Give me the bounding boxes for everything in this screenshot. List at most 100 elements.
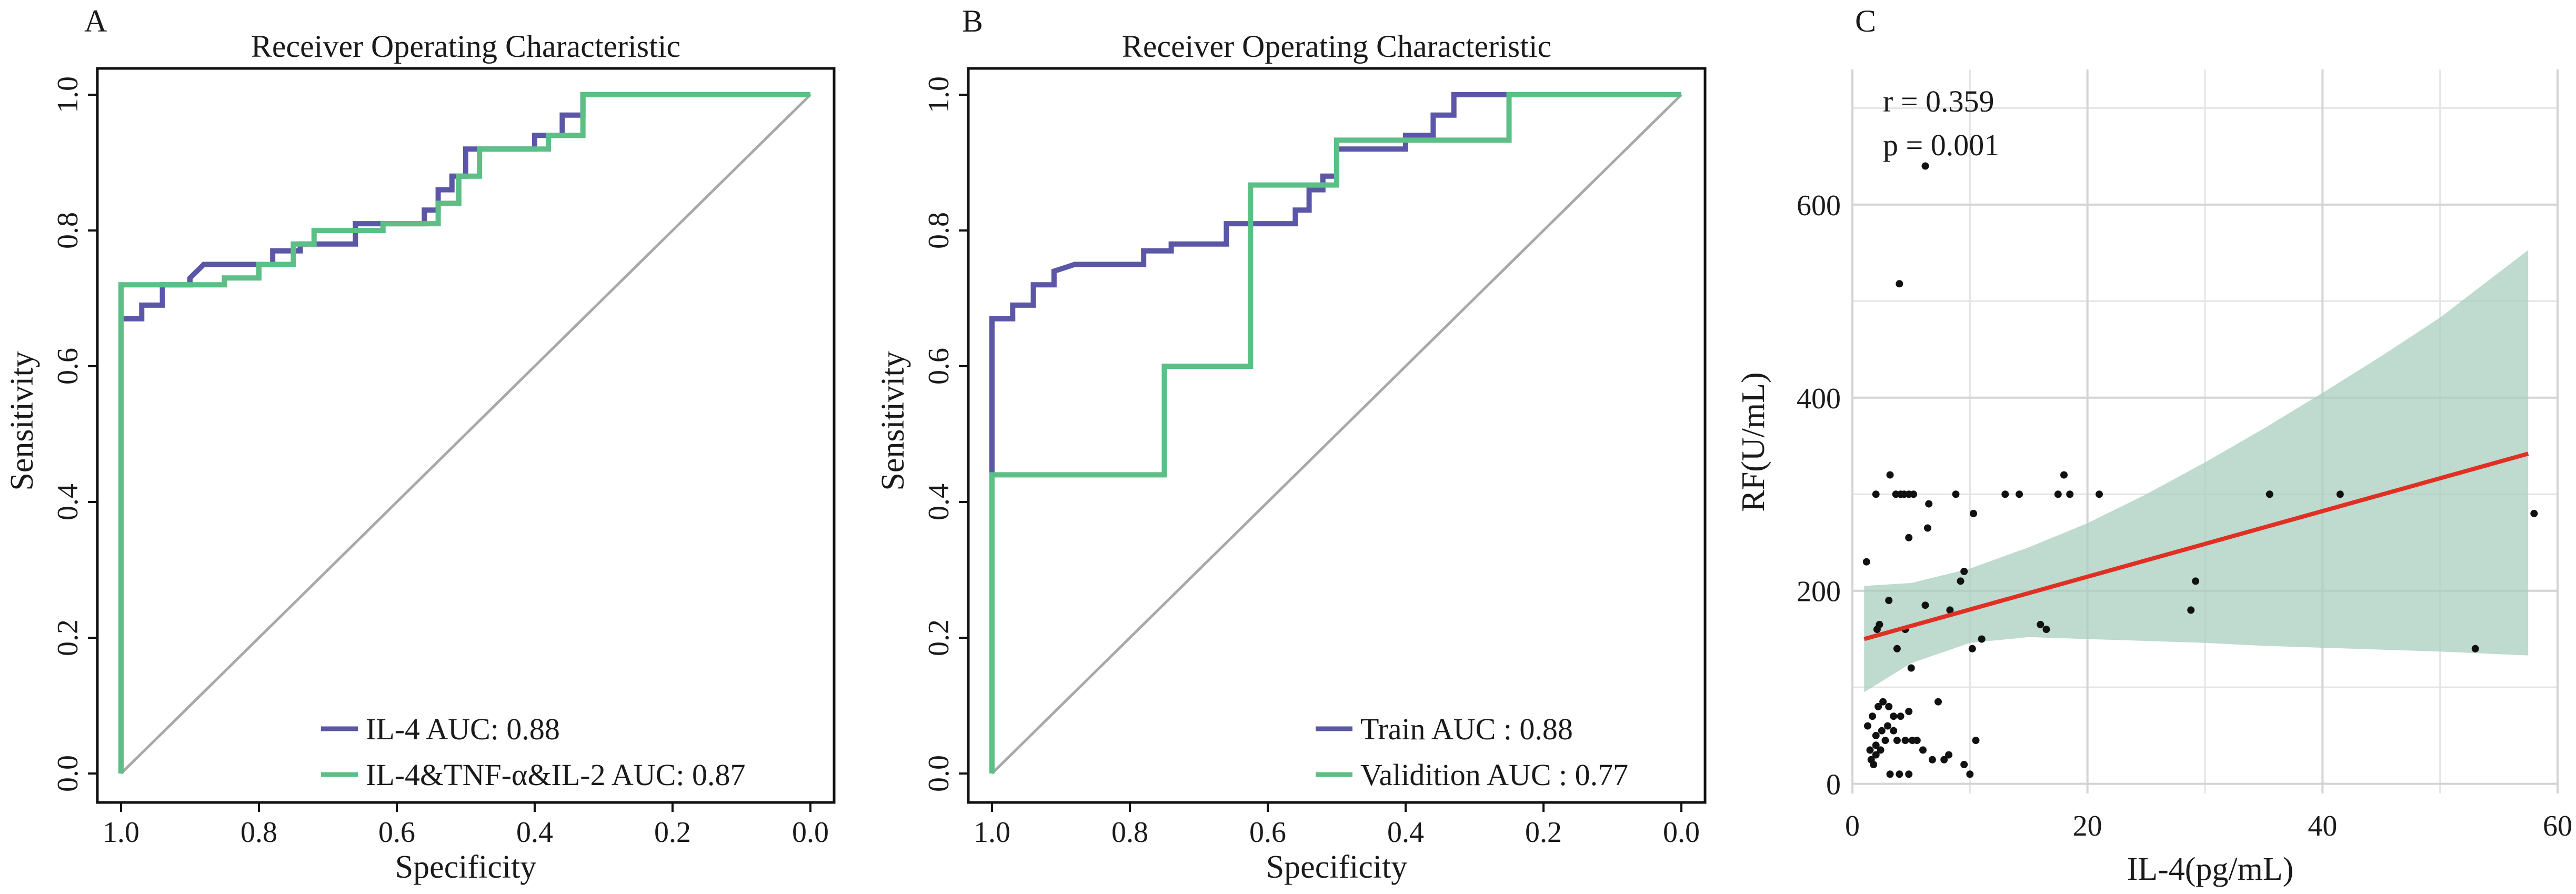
panel-c-regression-line — [1863, 451, 2529, 641]
panel-b-title: Receiver Operating Characteristic — [1122, 29, 1551, 64]
panel-c-data-point — [1978, 635, 1986, 643]
panel-c-data-point — [1885, 702, 1893, 710]
panel-b-y-tick-label: 0.4 — [923, 484, 955, 520]
panel-c-data-point — [1875, 702, 1882, 710]
panel-a-y-tick-label: 0.6 — [52, 348, 84, 385]
panel-a: A Receiver Operating Characteristic 1.0 0… — [4, 4, 836, 885]
panel-a-roc-series-1 — [118, 92, 810, 774]
panel-b-plot-frame — [967, 67, 1707, 804]
panel-c-data-point — [1896, 280, 1903, 288]
panel-c-data-point — [1928, 756, 1936, 764]
panel-c-data-point — [1893, 737, 1901, 745]
panel-c-r-value: r = 0.359 — [1883, 84, 1994, 118]
panel-a-x-tick-label: 0.8 — [240, 816, 277, 849]
panel-a-y-tick-label: 0.0 — [52, 755, 84, 792]
panel-b-chance-diagonal — [991, 94, 1682, 775]
panel-a-x-tick-label: 0.4 — [516, 816, 553, 849]
panel-c-data-point — [1877, 746, 1885, 754]
panel-c-data-point — [2037, 620, 2044, 628]
panel-a-x-tick-label: 0.0 — [792, 816, 829, 849]
panel-a-y-tick-label: 1.0 — [52, 76, 84, 113]
panel-c-data-point — [1872, 490, 1880, 498]
panel-b: B Receiver Operating Characteristic 1.0 0… — [875, 4, 1707, 885]
panel-c-data-point — [2066, 490, 2074, 498]
panel-c-data-point — [1945, 751, 1953, 759]
panel-c-data-point — [1905, 708, 1913, 716]
panel-c-x-axis-label: IL-4(pg/mL) — [2127, 851, 2294, 887]
panel-a-y-tick-label: 0.2 — [52, 619, 84, 656]
panel-c-data-point — [2054, 490, 2062, 498]
panel-b-x-tick-label: 1.0 — [974, 816, 1010, 849]
panel-a-x-tick-label: 0.6 — [378, 816, 415, 849]
panel-a-y-tick-label: 0.8 — [52, 212, 84, 249]
panel-a-x-tick-label: 0.2 — [654, 816, 691, 849]
panel-c-data-point — [1960, 568, 1968, 575]
panel-b-legend-train: Train AUC : 0.88 — [1360, 712, 1573, 746]
panel-a-x-tick-label: 1.0 — [103, 816, 139, 849]
panel-c-data-point — [2096, 490, 2103, 498]
panel-c-data-point — [2266, 490, 2273, 498]
panel-c-data-point — [1952, 490, 1960, 498]
panel-c-x-tick-label: 60 — [2543, 810, 2572, 842]
panel-c: C 0 20 40 60 0 200 400 600 r = 0.359 p = 0.001… — [1736, 4, 2572, 887]
panel-c-x-tick-label: 40 — [2308, 810, 2337, 842]
panel-c-y-tick-label: 0 — [1826, 769, 1841, 801]
panel-c-data-point — [1884, 722, 1891, 730]
panel-c-data-point — [1890, 727, 1898, 735]
panel-c-data-point — [1966, 770, 1974, 778]
panel-c-data-point — [2060, 471, 2068, 479]
panel-c-y-tick-label: 600 — [1797, 189, 1841, 222]
panel-b-legend-validation: Validition AUC : 0.77 — [1360, 758, 1628, 792]
panel-c-data-point — [1886, 770, 1894, 778]
panel-c-data-point — [1970, 509, 1977, 517]
panel-c-data-point — [1960, 761, 1968, 768]
panel-c-data-point — [1940, 756, 1948, 764]
panel-a-x-axis-label: Specificity — [395, 849, 537, 885]
panel-c-data-point — [2336, 490, 2344, 498]
panel-c-data-point — [1872, 731, 1880, 739]
panel-b-x-tick-label: 0.8 — [1111, 816, 1148, 849]
panel-c-data-point — [1905, 770, 1913, 778]
panel-b-x-tick-label: 0.6 — [1249, 816, 1286, 849]
panel-c-data-point — [1878, 727, 1886, 735]
panel-c-x-tick-label: 20 — [2073, 810, 2102, 842]
panel-b-y-tick-label: 1.0 — [923, 76, 955, 113]
panel-c-data-point — [1957, 577, 1964, 585]
panel-c-y-tick-label: 200 — [1797, 576, 1841, 608]
panel-c-data-point — [1910, 490, 1918, 498]
panel-b-x-tick-label: 0.4 — [1387, 816, 1424, 849]
panel-c-data-point — [2471, 645, 2479, 652]
panel-c-data-point — [1972, 737, 1980, 745]
panel-c-data-point — [1934, 698, 1942, 706]
panel-b-y-tick-label: 0.8 — [923, 212, 955, 249]
panel-c-data-point — [1907, 664, 1915, 672]
panel-c-data-point — [1901, 737, 1909, 745]
panel-c-data-point — [1873, 626, 1881, 634]
panel-b-y-tick-label: 0.2 — [923, 619, 955, 656]
panel-c-y-tick-label: 400 — [1797, 383, 1841, 415]
panel-c-data-point — [1893, 645, 1901, 652]
panel-b-y-axis-label: Sensitivity — [875, 351, 911, 490]
panel-b-y-tick-label: 0.0 — [923, 755, 955, 792]
panel-a-letter: A — [84, 4, 107, 38]
panel-c-data-point — [1968, 645, 1976, 652]
panel-a-y-axis-label: Sensitivity — [4, 351, 40, 490]
panel-c-data-point — [1946, 606, 1954, 614]
panel-a-title: Receiver Operating Characteristic — [251, 29, 680, 64]
panel-c-data-point — [1872, 741, 1880, 749]
panel-c-data-point — [1879, 698, 1887, 706]
panel-c-letter: C — [1855, 4, 1876, 38]
panel-a-y-tick-label: 0.4 — [52, 484, 84, 520]
panel-b-x-tick-label: 0.0 — [1663, 816, 1700, 849]
panel-b-x-axis-label: Specificity — [1266, 849, 1408, 885]
panel-c-data-point — [1885, 597, 1893, 605]
panel-c-data-point — [2001, 490, 2009, 498]
panel-c-data-point — [1923, 524, 1931, 532]
panel-a-chance-diagonal — [120, 94, 811, 775]
panel-c-data-point — [2530, 509, 2538, 517]
panel-c-data-point — [1913, 737, 1921, 745]
panel-c-data-point — [1862, 558, 1870, 566]
panel-c-data-point — [1864, 722, 1871, 730]
panel-b-x-tick-label: 0.2 — [1525, 816, 1562, 849]
